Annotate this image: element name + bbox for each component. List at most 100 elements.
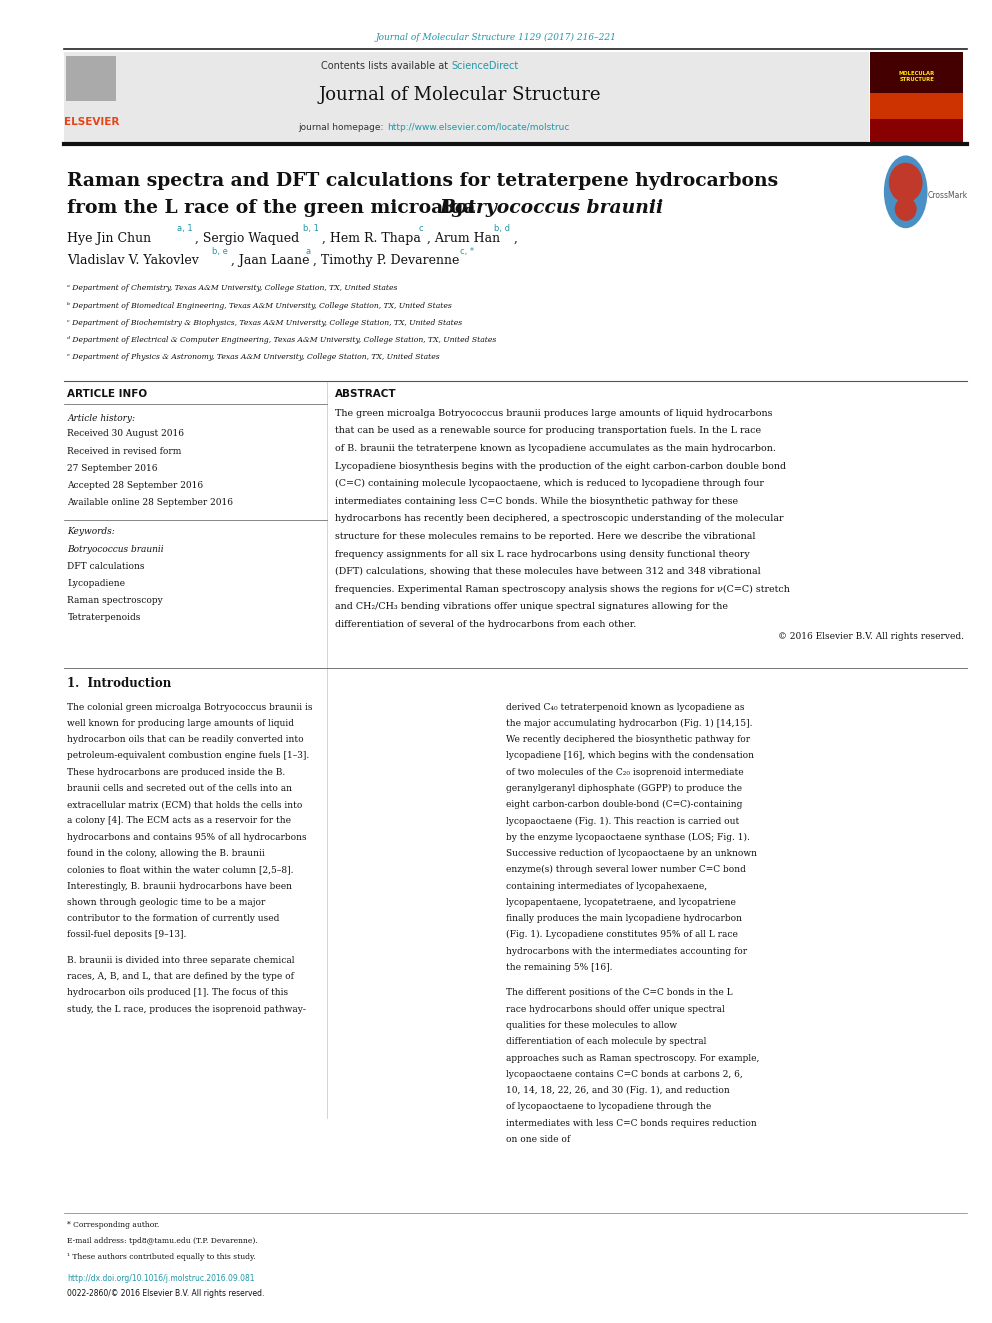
Text: (Fig. 1). Lycopadiene constitutes 95% of all L race: (Fig. 1). Lycopadiene constitutes 95% of… xyxy=(506,930,738,939)
Text: containing intermediates of lycopahexaene,: containing intermediates of lycopahexaen… xyxy=(506,881,707,890)
Text: The different positions of the C=C bonds in the L: The different positions of the C=C bonds… xyxy=(506,988,732,998)
Text: DFT calculations: DFT calculations xyxy=(67,562,145,570)
Text: b, d: b, d xyxy=(494,225,510,233)
Bar xyxy=(870,73,963,119)
Text: b, 1: b, 1 xyxy=(303,225,318,233)
Text: The green microalga Botryococcus braunii produces large amounts of liquid hydroc: The green microalga Botryococcus braunii… xyxy=(335,409,773,418)
Text: intermediates with less C=C bonds requires reduction: intermediates with less C=C bonds requir… xyxy=(506,1118,757,1127)
Text: ᵈ Department of Electrical & Computer Engineering, Texas A&M University, College: ᵈ Department of Electrical & Computer En… xyxy=(67,336,497,344)
Text: a colony [4]. The ECM acts as a reservoir for the: a colony [4]. The ECM acts as a reservoi… xyxy=(67,816,292,826)
Text: Keywords:: Keywords: xyxy=(67,528,115,536)
Text: B. braunii is divided into three separate chemical: B. braunii is divided into three separat… xyxy=(67,955,295,964)
Text: Vladislav V. Yakovlev: Vladislav V. Yakovlev xyxy=(67,254,203,267)
Text: a: a xyxy=(306,247,310,255)
Text: http://www.elsevier.com/locate/molstruc: http://www.elsevier.com/locate/molstruc xyxy=(387,123,569,131)
Text: ABSTRACT: ABSTRACT xyxy=(335,389,397,400)
Text: The colonial green microalga Botryococcus braunii is: The colonial green microalga Botryococcu… xyxy=(67,703,312,712)
Text: 0022-2860/© 2016 Elsevier B.V. All rights reserved.: 0022-2860/© 2016 Elsevier B.V. All right… xyxy=(67,1290,265,1298)
Bar xyxy=(66,56,116,101)
Text: of two molecules of the C₂₀ isoprenoid intermediate: of two molecules of the C₂₀ isoprenoid i… xyxy=(506,767,744,777)
Text: differentiation of each molecule by spectral: differentiation of each molecule by spec… xyxy=(506,1037,706,1046)
Text: study, the L race, produces the isoprenoid pathway-: study, the L race, produces the isopreno… xyxy=(67,1004,307,1013)
Text: and CH₂/CH₃ bending vibrations offer unique spectral signatures allowing for the: and CH₂/CH₃ bending vibrations offer uni… xyxy=(335,602,728,611)
Text: intermediates containing less C=C bonds. While the biosynthetic pathway for thes: intermediates containing less C=C bonds.… xyxy=(335,496,738,505)
Text: Lycopadiene: Lycopadiene xyxy=(67,579,125,587)
Text: lycopaoctaene (Fig. 1). This reaction is carried out: lycopaoctaene (Fig. 1). This reaction is… xyxy=(506,816,739,826)
Text: * Corresponding author.: * Corresponding author. xyxy=(67,1221,160,1229)
Text: frequencies. Experimental Raman spectroscopy analysis shows the regions for ν(C=: frequencies. Experimental Raman spectros… xyxy=(335,585,791,594)
Text: Available online 28 September 2016: Available online 28 September 2016 xyxy=(67,499,233,507)
Bar xyxy=(64,52,869,142)
Text: fossil-fuel deposits [9–13].: fossil-fuel deposits [9–13]. xyxy=(67,930,186,939)
Text: found in the colony, allowing the B. braunii: found in the colony, allowing the B. bra… xyxy=(67,849,265,859)
Text: structure for these molecules remains to be reported. Here we describe the vibra: structure for these molecules remains to… xyxy=(335,532,756,541)
Text: contributor to the formation of currently used: contributor to the formation of currentl… xyxy=(67,914,280,923)
Text: Lycopadiene biosynthesis begins with the production of the eight carbon-carbon d: Lycopadiene biosynthesis begins with the… xyxy=(335,462,787,471)
Text: finally produces the main lycopadiene hydrocarbon: finally produces the main lycopadiene hy… xyxy=(506,914,742,923)
Text: Raman spectra and DFT calculations for tetraterpene hydrocarbons: Raman spectra and DFT calculations for t… xyxy=(67,172,779,191)
Text: braunii cells and secreted out of the cells into an: braunii cells and secreted out of the ce… xyxy=(67,783,293,792)
Text: 10, 14, 18, 22, 26, and 30 (Fig. 1), and reduction: 10, 14, 18, 22, 26, and 30 (Fig. 1), and… xyxy=(506,1086,730,1095)
Text: ScienceDirect: ScienceDirect xyxy=(451,61,519,71)
Text: Contents lists available at: Contents lists available at xyxy=(321,61,451,71)
Text: ELSEVIER: ELSEVIER xyxy=(63,116,119,127)
Text: (DFT) calculations, showing that these molecules have between 312 and 348 vibrat: (DFT) calculations, showing that these m… xyxy=(335,568,761,577)
Text: Accepted 28 September 2016: Accepted 28 September 2016 xyxy=(67,482,203,490)
Text: Tetraterpenoids: Tetraterpenoids xyxy=(67,614,141,622)
Text: geranylgeranyl diphosphate (GGPP) to produce the: geranylgeranyl diphosphate (GGPP) to pro… xyxy=(506,783,742,792)
Text: petroleum-equivalent combustion engine fuels [1–3].: petroleum-equivalent combustion engine f… xyxy=(67,751,310,761)
Text: hydrocarbon oils that can be readily converted into: hydrocarbon oils that can be readily con… xyxy=(67,736,305,744)
Text: 27 September 2016: 27 September 2016 xyxy=(67,464,158,472)
Text: Raman spectroscopy: Raman spectroscopy xyxy=(67,597,164,605)
Text: lycopapentaene, lycopatetraene, and lycopatriene: lycopapentaene, lycopatetraene, and lyco… xyxy=(506,898,736,906)
Text: frequency assignments for all six L race hydrocarbons using density functional t: frequency assignments for all six L race… xyxy=(335,549,750,558)
Text: MOLECULAR
STRUCTURE: MOLECULAR STRUCTURE xyxy=(899,71,934,82)
Text: Article history:: Article history: xyxy=(67,414,136,422)
Text: a, 1: a, 1 xyxy=(177,225,192,233)
Text: E-mail address: tpd8@tamu.edu (T.P. Devarenne).: E-mail address: tpd8@tamu.edu (T.P. Deva… xyxy=(67,1237,258,1245)
Text: Botryococcus braunii: Botryococcus braunii xyxy=(439,198,664,217)
Text: , Arum Han: , Arum Han xyxy=(427,232,504,245)
Text: of B. braunii the tetraterpene known as lycopadiene accumulates as the main hydr: of B. braunii the tetraterpene known as … xyxy=(335,445,776,452)
Text: b, e: b, e xyxy=(212,247,228,255)
Text: c, *: c, * xyxy=(460,247,474,255)
Text: c: c xyxy=(419,225,424,233)
Text: lycopaoctaene contains C=C bonds at carbons 2, 6,: lycopaoctaene contains C=C bonds at carb… xyxy=(506,1070,743,1078)
Text: derived C₄₀ tetraterpenoid known as lycopadiene as: derived C₄₀ tetraterpenoid known as lyco… xyxy=(506,703,744,712)
Text: races, A, B, and L, that are defined by the type of: races, A, B, and L, that are defined by … xyxy=(67,972,295,982)
Text: colonies to float within the water column [2,5–8].: colonies to float within the water colum… xyxy=(67,865,294,875)
Text: hydrocarbons has recently been deciphered, a spectroscopic understanding of the : hydrocarbons has recently been deciphere… xyxy=(335,515,784,524)
Text: the remaining 5% [16].: the remaining 5% [16]. xyxy=(506,963,612,972)
Text: Received 30 August 2016: Received 30 August 2016 xyxy=(67,430,185,438)
Text: ᶜ Department of Biochemistry & Biophysics, Texas A&M University, College Station: ᶜ Department of Biochemistry & Biophysic… xyxy=(67,319,462,327)
Text: differentiation of several of the hydrocarbons from each other.: differentiation of several of the hydroc… xyxy=(335,620,637,628)
Text: shown through geologic time to be a major: shown through geologic time to be a majo… xyxy=(67,898,266,906)
Text: Hye Jin Chun: Hye Jin Chun xyxy=(67,232,156,245)
Text: lycopadiene [16], which begins with the condensation: lycopadiene [16], which begins with the … xyxy=(506,751,754,761)
Text: 1.  Introduction: 1. Introduction xyxy=(67,677,172,691)
Text: ᵉ Department of Physics & Astronomy, Texas A&M University, College Station, TX, : ᵉ Department of Physics & Astronomy, Tex… xyxy=(67,353,440,361)
Ellipse shape xyxy=(895,197,917,221)
Text: © 2016 Elsevier B.V. All rights reserved.: © 2016 Elsevier B.V. All rights reserved… xyxy=(778,632,964,642)
Text: Journal of Molecular Structure: Journal of Molecular Structure xyxy=(318,86,600,105)
Bar xyxy=(870,52,963,93)
Text: of lycopaoctaene to lycopadiene through the: of lycopaoctaene to lycopadiene through … xyxy=(506,1102,711,1111)
Text: hydrocarbons with the intermediates accounting for: hydrocarbons with the intermediates acco… xyxy=(506,946,747,955)
Text: Botryococcus braunii: Botryococcus braunii xyxy=(67,545,164,553)
Text: approaches such as Raman spectroscopy. For example,: approaches such as Raman spectroscopy. F… xyxy=(506,1053,759,1062)
Text: well known for producing large amounts of liquid: well known for producing large amounts o… xyxy=(67,718,295,728)
Text: enzyme(s) through several lower number C=C bond: enzyme(s) through several lower number C… xyxy=(506,865,746,875)
Text: Successive reduction of lycopaoctaene by an unknown: Successive reduction of lycopaoctaene by… xyxy=(506,849,757,859)
Text: race hydrocarbons should offer unique spectral: race hydrocarbons should offer unique sp… xyxy=(506,1004,725,1013)
Text: hydrocarbons and contains 95% of all hydrocarbons: hydrocarbons and contains 95% of all hyd… xyxy=(67,832,308,841)
Text: Received in revised form: Received in revised form xyxy=(67,447,182,455)
Text: , Jaan Laane: , Jaan Laane xyxy=(231,254,313,267)
Text: , Timothy P. Devarenne: , Timothy P. Devarenne xyxy=(313,254,464,267)
Text: extracellular matrix (ECM) that holds the cells into: extracellular matrix (ECM) that holds th… xyxy=(67,800,303,810)
Ellipse shape xyxy=(889,163,923,202)
Text: CrossMark: CrossMark xyxy=(928,192,967,200)
Text: We recently deciphered the biosynthetic pathway for: We recently deciphered the biosynthetic … xyxy=(506,736,750,744)
Text: on one side of: on one side of xyxy=(506,1135,570,1144)
Text: http://dx.doi.org/10.1016/j.molstruc.2016.09.081: http://dx.doi.org/10.1016/j.molstruc.201… xyxy=(67,1274,255,1282)
Text: These hydrocarbons are produced inside the B.: These hydrocarbons are produced inside t… xyxy=(67,767,286,777)
